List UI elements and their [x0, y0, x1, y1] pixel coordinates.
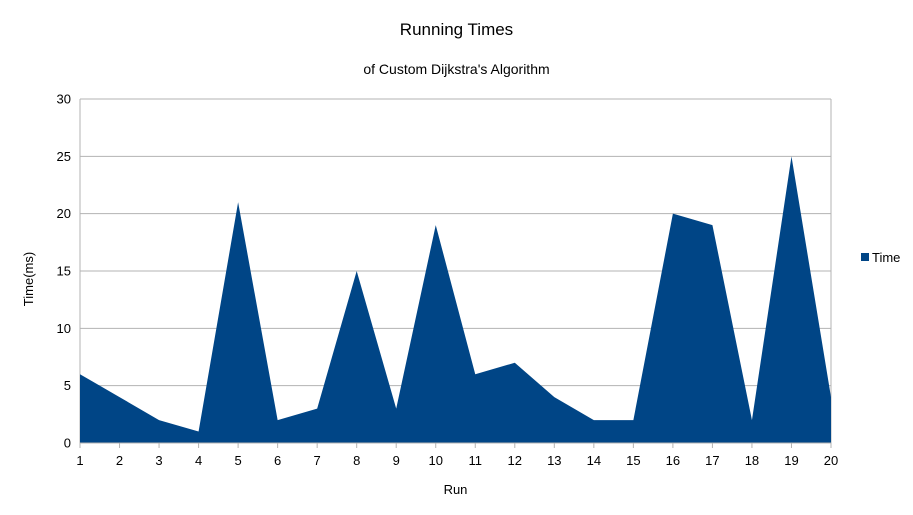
x-axis-title: Run	[444, 482, 468, 497]
x-tick-label: 13	[547, 453, 561, 468]
y-tick-label: 10	[57, 321, 71, 336]
x-tick-label: 1	[76, 453, 83, 468]
x-tick-label: 16	[666, 453, 680, 468]
x-tick-label: 8	[353, 453, 360, 468]
chart-title: Running Times	[399, 20, 514, 39]
x-tick-label: 11	[469, 453, 483, 468]
x-tick-label: 9	[393, 453, 400, 468]
x-tick-label: 10	[429, 453, 443, 468]
series-area-time	[80, 156, 831, 444]
x-tick-label: 17	[705, 453, 719, 468]
x-tick-label: 12	[508, 453, 522, 468]
y-tick-label: 25	[57, 149, 71, 164]
y-tick-label: 5	[64, 378, 71, 393]
y-tick-label: 30	[57, 92, 71, 107]
x-tick-label: 15	[626, 453, 640, 468]
legend-swatch-time	[861, 253, 869, 261]
x-tick-label: 19	[784, 453, 798, 468]
chart-subtitle: of Custom Dijkstra's Algorithm	[363, 61, 550, 77]
legend-label-time: Time	[872, 250, 900, 265]
x-tick-label: 18	[745, 453, 759, 468]
x-tick-label: 4	[195, 453, 202, 468]
y-tick-label: 15	[57, 264, 71, 279]
x-tick-label: 14	[587, 453, 601, 468]
x-tick-label: 3	[155, 453, 162, 468]
x-tick-label: 20	[824, 453, 838, 468]
x-tick-label: 5	[234, 453, 241, 468]
y-tick-label: 20	[57, 206, 71, 221]
x-tick-label: 2	[116, 453, 123, 468]
x-tick-label: 7	[314, 453, 321, 468]
y-tick-label: 0	[64, 436, 71, 451]
x-tick-label: 6	[274, 453, 281, 468]
y-axis-title: Time(ms)	[21, 252, 36, 306]
